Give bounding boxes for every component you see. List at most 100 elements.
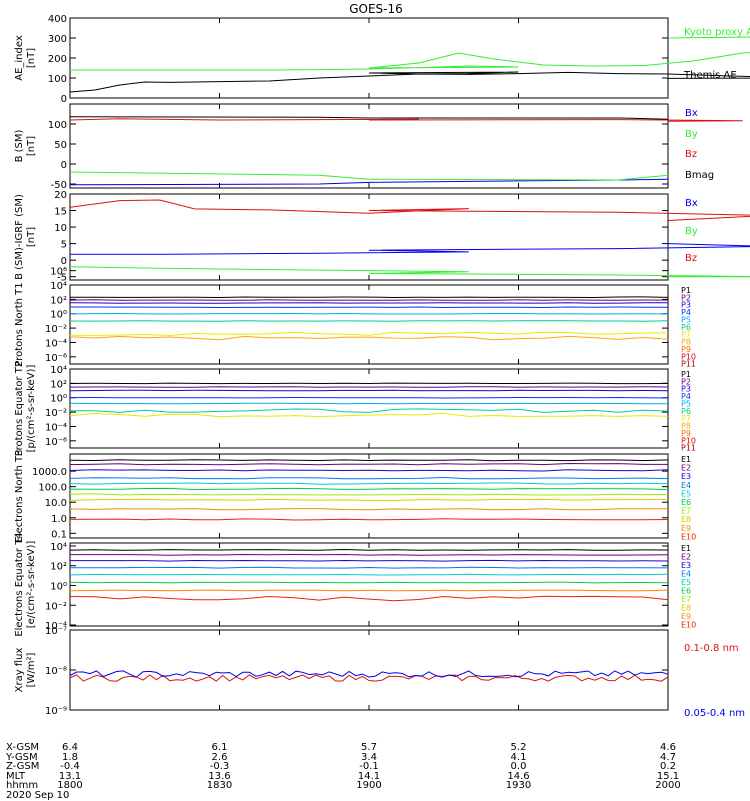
y-tick-label: 10⁰ [50,581,67,592]
series-line-p7 [69,331,669,337]
channel-label: E8 [681,515,691,524]
channel-label: P2 [681,293,691,302]
channel-label: P1 [681,370,691,379]
y-tick-label: 20 [54,190,67,201]
channel-label: P10 [681,352,696,361]
y-tick-label: 10⁻⁴ [45,338,67,349]
panel-frame [69,368,669,449]
channel-label: P5 [681,315,691,324]
series-line-e2 [69,462,668,466]
panel-frame [69,453,669,539]
footer-value: 1800 [57,780,83,791]
footer-value: -0.1 [359,761,379,772]
footer-row-label: X-GSM [6,742,40,753]
series-line-e5 [69,482,669,485]
series-line-themis-ae [69,71,750,93]
y-tick-label: -5 [57,273,67,284]
channel-label: E1 [681,455,691,464]
series-line-bz [69,199,750,221]
y-tick-label: 10⁻² [45,408,67,419]
y-tick-label: 10⁻⁶ [45,353,67,364]
footer-value: 4.7 [660,751,676,763]
y-axis-label: Electrons Equator T4 [14,532,25,636]
series-line-e10 [69,518,669,521]
series-line-e3 [69,469,669,472]
footer-value: -0.4 [60,761,80,772]
panel-bdiff: -5 0 5 10 15 20 B (SM)-IGRF (SM) [nT] Bx By Bz [14,190,750,284]
footer-value: 6.4 [62,742,78,753]
panel-xray: 10⁻⁷ 10⁻⁸ 10⁻⁹ Xray flux [W/m²] 0.1-0.8 nm 0.0… [14,626,745,719]
legend-label: Bx [685,198,698,209]
series-line-p3 [69,389,669,392]
footer-value: 6.1 [211,742,228,753]
panel-frame [69,17,669,99]
y-tick-label: 10⁴ [50,542,67,553]
footer-value: -0.3 [209,761,230,772]
legend-label: 0.05-0.4 nm [684,708,745,719]
panel-frame [69,629,669,711]
channel-label: E6 [681,587,691,596]
footer-value: 15.1 [656,770,680,782]
y-tick-label: 10² [50,379,67,390]
y-tick-label: 0 [61,160,67,171]
legend-label: Bz [685,149,697,160]
y-tick-label: 10⁴ [50,281,67,292]
y-tick-label: 10 [54,223,67,234]
channel-label: E4 [681,481,691,490]
channel-label: E9 [681,612,691,621]
channel-label: E7 [681,595,691,604]
panel-pn: 10⁶ 10⁴ 10² 10⁰ 10⁻² 10⁻⁴ 10⁻⁶ Protons North T1… [14,267,696,369]
y-tick-label: 50 [54,140,67,151]
channel-label: P11 [681,360,696,369]
footer-value: 3.4 [361,751,377,763]
y-tick-label: 400 [48,14,67,25]
legend-label: By [685,129,698,140]
channel-label: P3 [681,385,691,394]
y-axis-unit: [nT] [26,48,37,68]
footer-value: 14.1 [357,770,381,782]
series-line-by [69,171,669,181]
y-tick-label: 10⁻⁹ [45,706,67,717]
channel-label: E7 [681,507,691,516]
footer-value: 2.6 [211,751,228,763]
series-line-e7 [69,493,669,496]
y-tick-label: 10⁻⁷ [45,626,67,637]
channel-label: P4 [681,308,691,317]
y-tick-label: 300 [48,34,67,45]
footer-value: 1830 [206,780,233,791]
y-tick-label: 10⁻² [45,324,67,335]
channel-label: E5 [681,489,691,498]
y-tick-label: 100 [48,74,67,85]
series-line-bz [69,118,743,122]
series-line-p4 [70,306,669,309]
legend-label: Kyoto proxy AE [684,27,750,38]
channel-label: E2 [681,464,691,473]
plot-title: GOES-16 [349,2,403,16]
y-tick-label: 100.0 [38,483,67,494]
series-line-p2 [69,299,669,301]
series-line-bx [69,178,669,186]
series-line-bmag [69,116,669,120]
panel-ee: 10⁴ 10² 10⁰ 10⁻² 10⁻⁴ Electrons Equator T4 [e/… [14,532,696,636]
channel-label: P7 [681,330,691,339]
series-line-e7 [69,589,669,592]
footer-value: 5.7 [361,742,377,753]
channel-label: E2 [681,553,691,562]
legend-label: By [685,226,698,237]
y-tick-label: 15 [54,207,67,218]
series-line-e8 [69,595,669,602]
channel-label: P8 [681,422,691,431]
footer-value: 13.6 [208,770,231,782]
footer-value: 1900 [356,780,382,791]
footer-value: 5.2 [510,742,527,753]
channel-label: P5 [681,399,691,408]
y-tick-label: -50 [51,180,67,191]
y-axis-unit: [p/(cm²-s-sr-keV)] [26,365,37,453]
y-axis-label: AE_index [14,35,25,81]
legend-label: Bmag [685,170,714,181]
footer-value: 0.0 [510,761,527,772]
channel-label: P7 [681,414,691,423]
channel-label: E8 [681,604,691,613]
